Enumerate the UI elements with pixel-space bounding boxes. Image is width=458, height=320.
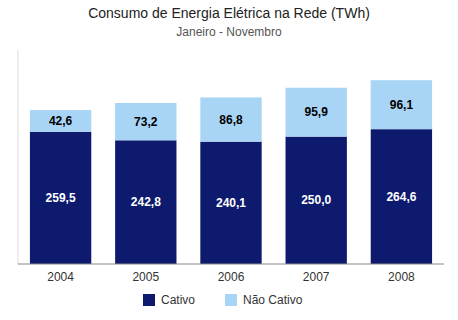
data-labels: 259,5 242,8 240,1 250,0 264,6 42,6 73,2 86,8 95,…	[46, 98, 417, 210]
legend-label: Cativo	[161, 293, 195, 307]
bar-segment	[200, 142, 261, 264]
y-axis-line	[18, 50, 19, 264]
data-label: 259,5	[46, 191, 76, 205]
data-label: 240,1	[216, 196, 246, 210]
x-tick-label: 2008	[388, 270, 415, 284]
legend-swatch	[143, 294, 155, 306]
legend: Cativo Não Cativo	[143, 293, 303, 307]
bar-segment	[286, 88, 347, 137]
data-label: 95,9	[305, 105, 329, 119]
bar-segment	[371, 80, 432, 129]
x-axis-line	[18, 264, 444, 265]
data-label: 242,8	[131, 195, 161, 209]
bar-segment	[115, 140, 176, 264]
title: Consumo de Energia Elétrica na Rede (TWh…	[88, 5, 370, 21]
bar-segment	[286, 137, 347, 264]
data-label: 86,8	[219, 113, 243, 127]
data-label: 264,6	[386, 190, 416, 204]
x-tick-label: 2004	[47, 270, 74, 284]
bar-segment	[200, 97, 261, 141]
data-label: 250,0	[301, 193, 331, 207]
data-label: 42,6	[49, 114, 73, 128]
bar-segment	[371, 129, 432, 264]
x-tick-label: 2005	[132, 270, 159, 284]
x-tick-label: 2006	[218, 270, 245, 284]
x-tick-label: 2007	[303, 270, 330, 284]
bars	[30, 80, 432, 264]
bar-segment	[30, 132, 91, 264]
data-label: 96,1	[390, 98, 414, 112]
bar-segment	[115, 103, 176, 140]
data-label: 73,2	[134, 115, 158, 129]
legend-label: Não Cativo	[243, 293, 303, 307]
legend-swatch	[225, 294, 237, 306]
subtitle: Janeiro - Novembro	[176, 25, 282, 39]
bar-segment	[30, 110, 91, 132]
chart: Consumo de Energia Elétrica na Rede (TWh…	[0, 0, 458, 320]
